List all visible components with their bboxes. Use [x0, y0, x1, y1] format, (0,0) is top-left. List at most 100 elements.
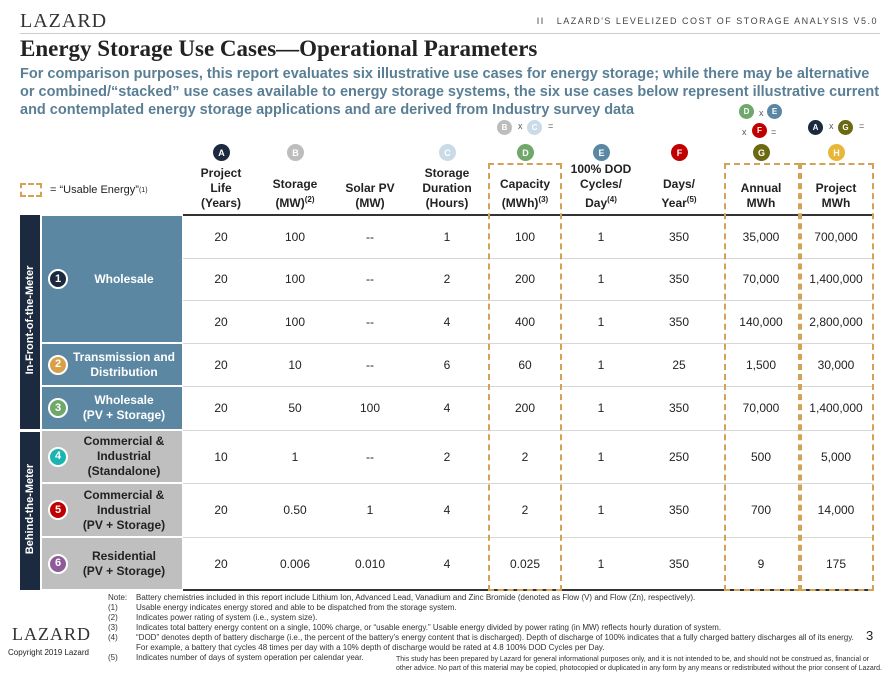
table-cell: 1	[597, 503, 605, 517]
footnote-ref: (5)	[686, 195, 697, 204]
row-divider	[183, 537, 873, 538]
use-case-6[interactable]: 6 Residential (PV + Storage)	[42, 538, 182, 589]
use-case-number-badge: 2	[48, 354, 68, 375]
use-case-number-badge: 6	[48, 553, 68, 574]
formula-badge: A	[808, 120, 823, 135]
formula-badge: G	[838, 120, 853, 135]
table-cell: 100	[284, 314, 306, 329]
use-case-4[interactable]: 4 Commercial & Industrial (Standalone)	[42, 431, 182, 482]
note-item: (5) Indicates number of days of system op…	[108, 653, 856, 663]
column-header: Annual MWh	[741, 181, 782, 211]
column-label: Project Life (Years)	[200, 166, 242, 210]
use-case-label: Wholesale	[94, 271, 154, 286]
table-cell: 2	[443, 449, 451, 464]
notes: Note: Battery chemistries included in thi…	[108, 593, 856, 663]
table-cell: 350	[668, 314, 690, 329]
table-cell: 5,000	[820, 449, 852, 464]
table-cell: 1	[597, 401, 605, 415]
row-divider	[183, 483, 873, 484]
legend-sup: (1)	[138, 186, 148, 194]
table-cell: 1	[366, 503, 374, 517]
table-cell: 0.010	[354, 556, 386, 571]
page-subtitle: For comparison purposes, this report eva…	[20, 66, 880, 118]
formula-badge: D	[739, 104, 754, 119]
footnote-ref: (3)	[538, 195, 549, 204]
note-item: (3) Indicates total battery energy conten…	[108, 623, 856, 633]
note-marker: (4)	[108, 633, 118, 642]
table-cell: 175	[825, 556, 847, 571]
note-text: Battery chemistries included in this rep…	[136, 593, 696, 602]
table-cell: 4	[443, 401, 451, 415]
column-label: Capacity (MWh)	[499, 177, 551, 210]
note-marker: (3)	[108, 623, 118, 632]
table-cell: 1	[291, 449, 299, 464]
table-cell: 350	[668, 503, 690, 517]
table-cell: 20	[214, 272, 228, 286]
table-cell: 6	[443, 357, 451, 372]
table-cell: 100	[514, 229, 536, 244]
table-cell: 200	[514, 272, 536, 286]
column-label: Project MWh	[815, 181, 857, 210]
table-cell: 10	[214, 449, 228, 464]
table-cell: 1,500	[745, 357, 777, 372]
table-cell: 1,400,000	[809, 272, 863, 286]
column-key-badge: B	[287, 144, 304, 161]
note-item: (2) Indicates power rating of system (i.e…	[108, 613, 856, 623]
table-cell: 0.50	[283, 503, 307, 517]
table-cell: 2	[521, 503, 529, 517]
table-cell: 350	[668, 229, 690, 244]
table-cell: 14,000	[817, 503, 855, 517]
use-case-number-badge: 4	[48, 446, 68, 467]
table-cell: 20	[214, 401, 228, 415]
header-rule	[183, 214, 873, 216]
use-case-2[interactable]: 2 Transmission and Distribution	[42, 344, 182, 385]
disclaimer: This study has been prepared by Lazard f…	[396, 656, 882, 672]
use-case-3[interactable]: 3 Wholesale (PV + Storage)	[42, 387, 182, 429]
formula-operator: =	[548, 121, 554, 131]
table-cell: --	[366, 357, 374, 372]
column-label: Annual MWh	[740, 181, 782, 210]
table-cell: 2	[521, 449, 529, 464]
column-label: Days/ Year	[661, 177, 696, 210]
note-marker: (2)	[108, 613, 118, 622]
formula-operator: x	[742, 127, 747, 137]
table-cell: 350	[668, 401, 690, 415]
group-label: In-Front-of-the-Meter	[24, 265, 36, 375]
row-divider	[183, 258, 873, 259]
table-cell: 0.025	[509, 556, 541, 571]
use-case-label: Commercial & Industrial (PV + Storage)	[82, 487, 166, 532]
group-band-ifm	[20, 215, 40, 429]
table-cell: 1	[597, 229, 605, 244]
table-cell: 2	[443, 272, 451, 286]
usable-energy-legend: = “Usable Energy” (1)	[20, 183, 148, 197]
table-cell: 1,400,000	[809, 401, 863, 415]
use-case-5[interactable]: 5 Commercial & Industrial (PV + Storage)	[42, 484, 182, 536]
group-band-btm	[20, 432, 40, 590]
table-cell: 35,000	[742, 229, 780, 244]
column-key-badge: E	[593, 144, 610, 161]
table-cell: 20	[214, 556, 228, 571]
column-key-badge: F	[671, 144, 688, 161]
column-header: 100% DOD Cycles/ Day(4)	[571, 162, 632, 211]
table-cell: --	[366, 272, 374, 286]
group-label: Behind-the-Meter	[24, 463, 36, 555]
table-cell: 1	[597, 357, 605, 372]
table-cell: 350	[668, 272, 690, 286]
use-case-1[interactable]: 1 Wholesale	[42, 216, 182, 342]
dashed-box-icon	[20, 183, 42, 197]
table-cell: 100	[359, 401, 381, 415]
table-cell: 20	[214, 229, 228, 244]
table-cell: --	[366, 229, 374, 244]
note-item: (1) Usable energy indicates energy stored…	[108, 603, 856, 613]
footer-logo: LAZARD	[12, 624, 91, 644]
table-cell: 70,000	[742, 272, 780, 286]
note-marker: (1)	[108, 603, 118, 612]
page-title: Energy Storage Use Cases—Operational Par…	[20, 36, 538, 61]
formula-badge: C	[527, 120, 542, 135]
page-number: 3	[866, 628, 874, 643]
formula-badge: E	[767, 104, 782, 119]
row-divider	[183, 430, 873, 431]
column-label: Solar PV (MW)	[345, 181, 395, 210]
table-cell: 4	[443, 503, 451, 517]
table-cell: 350	[668, 556, 690, 571]
